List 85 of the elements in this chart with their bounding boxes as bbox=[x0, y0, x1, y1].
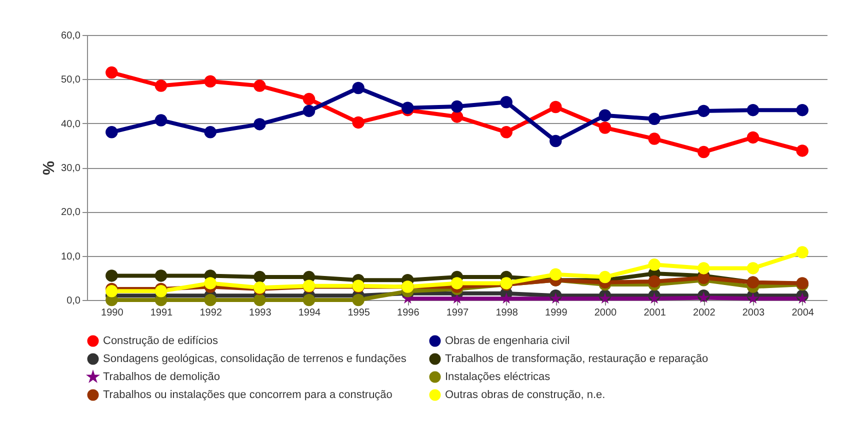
point bbox=[302, 104, 316, 118]
legend-label: Trabalhos de transformação, restauração e reparação bbox=[445, 353, 708, 365]
point bbox=[598, 270, 612, 284]
point bbox=[698, 292, 710, 303]
legend-label: Construção de edifícios bbox=[103, 335, 218, 347]
x-tick-label: 2000 bbox=[594, 308, 618, 318]
point bbox=[254, 270, 266, 284]
point bbox=[254, 118, 266, 130]
x-tick-label: 1992 bbox=[200, 308, 222, 318]
point bbox=[648, 258, 660, 271]
point bbox=[698, 262, 710, 274]
point bbox=[796, 144, 808, 157]
point bbox=[204, 294, 216, 306]
point bbox=[698, 104, 710, 118]
x-tick-label: 1998 bbox=[496, 308, 518, 318]
point bbox=[746, 262, 760, 274]
x-tick-label: 1999 bbox=[545, 308, 568, 318]
point bbox=[254, 80, 266, 92]
point bbox=[550, 100, 562, 114]
point bbox=[648, 132, 660, 145]
point bbox=[450, 110, 464, 123]
y-tick-label: 40,0 bbox=[61, 118, 81, 130]
point bbox=[598, 109, 612, 122]
x-tick-label: 1994 bbox=[298, 308, 322, 318]
x-tick-label: 1993 bbox=[249, 308, 272, 318]
point bbox=[550, 268, 562, 280]
point bbox=[550, 292, 562, 304]
y-axis-title: % bbox=[41, 160, 58, 176]
y-tick-label: 20,0 bbox=[61, 207, 81, 218]
point bbox=[500, 292, 512, 304]
point bbox=[302, 294, 316, 306]
x-tick-label: 1997 bbox=[446, 308, 470, 318]
y-tick-label: 60,0 bbox=[61, 30, 81, 42]
point bbox=[402, 102, 414, 114]
point bbox=[599, 292, 611, 304]
y-tick-label: 10,0 bbox=[61, 251, 81, 262]
point bbox=[106, 285, 118, 298]
legend-label: Sondagens geológicas, consolidação de terrenos e fundações bbox=[103, 353, 407, 365]
point bbox=[796, 246, 808, 258]
legend-label: Trabalhos de demolição bbox=[103, 371, 220, 383]
x-tick-label: 1996 bbox=[397, 308, 420, 318]
point bbox=[106, 126, 118, 138]
point bbox=[204, 75, 216, 88]
point bbox=[450, 277, 464, 290]
point bbox=[796, 104, 808, 116]
x-tick-label: 2003 bbox=[742, 308, 766, 318]
point bbox=[648, 112, 660, 126]
x-tick-label: 2004 bbox=[792, 308, 814, 318]
legend-label: Outras obras de construção, n.e. bbox=[445, 389, 606, 401]
point bbox=[598, 122, 612, 134]
point bbox=[254, 294, 266, 306]
y-tick-label: 0,0 bbox=[66, 296, 81, 306]
x-tick-label: 1991 bbox=[150, 308, 174, 318]
point bbox=[204, 126, 216, 138]
point bbox=[648, 292, 660, 304]
y-tick-label: 30,0 bbox=[61, 163, 81, 174]
point bbox=[648, 275, 660, 288]
point bbox=[204, 277, 216, 290]
y-tick-label: 50,0 bbox=[61, 74, 81, 86]
point bbox=[698, 146, 710, 158]
point bbox=[352, 82, 364, 94]
legend-label: Trabalhos ou instalações que concorrem para a construção bbox=[103, 389, 392, 401]
x-tick-label: 2001 bbox=[644, 308, 666, 318]
point bbox=[796, 292, 808, 304]
point bbox=[746, 104, 760, 116]
legend-label: Instalações eléctricas bbox=[445, 371, 551, 383]
x-tick-label: 1995 bbox=[348, 308, 370, 318]
point bbox=[746, 131, 760, 144]
point bbox=[450, 100, 464, 113]
point bbox=[352, 116, 364, 129]
point bbox=[500, 96, 512, 108]
point bbox=[550, 134, 562, 148]
x-tick-label: 2002 bbox=[693, 308, 716, 318]
x-tick-label: 1990 bbox=[101, 308, 124, 318]
point bbox=[747, 292, 759, 304]
point bbox=[154, 80, 168, 92]
point bbox=[154, 270, 168, 282]
point bbox=[154, 285, 168, 298]
point bbox=[106, 66, 118, 79]
point bbox=[154, 114, 168, 126]
legend-label: Obras de engenharia civil bbox=[445, 335, 570, 347]
point bbox=[352, 294, 364, 306]
point bbox=[106, 270, 118, 282]
point bbox=[500, 126, 512, 138]
point bbox=[302, 92, 316, 106]
